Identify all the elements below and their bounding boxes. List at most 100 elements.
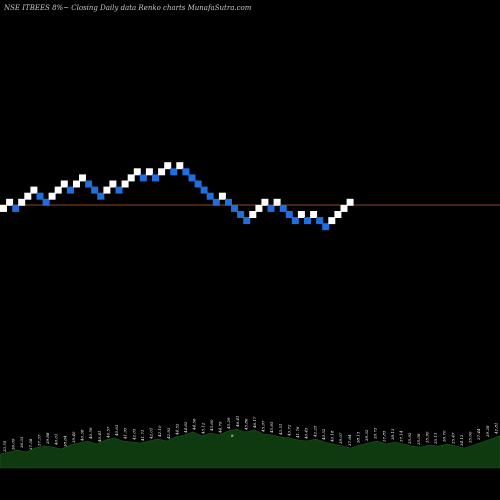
up-brick [297, 211, 305, 218]
down-brick [316, 217, 324, 225]
up-brick [121, 180, 129, 188]
up-brick [273, 198, 281, 206]
value-label: 36.33 [19, 436, 24, 448]
up-brick [24, 192, 32, 200]
value-label: 39.07 [338, 432, 343, 444]
value-label: 42.05 [131, 428, 136, 441]
value-label: 35.08 [416, 433, 421, 445]
down-brick [212, 198, 220, 206]
value-label: 39.88 [45, 432, 50, 444]
up-brick [0, 204, 7, 212]
up-brick [176, 162, 184, 170]
down-brick [225, 198, 232, 206]
value-label: 43.51 [278, 424, 283, 436]
value-label: 39.73 [373, 427, 378, 439]
value-label: 45.60 [209, 419, 214, 432]
down-brick [139, 174, 147, 182]
up-brick [158, 168, 166, 176]
up-brick [18, 198, 26, 206]
value-label: 40.59 [88, 427, 93, 440]
value-label: 42.81 [493, 423, 498, 435]
up-brick [310, 211, 318, 218]
value-label: 37.44 [476, 428, 481, 440]
up-brick [328, 217, 336, 225]
value-label: 40.38 [80, 429, 85, 442]
value-label: 35.92 [407, 432, 412, 444]
value-label: 42.10 [157, 425, 162, 438]
value-label: 44.52 [174, 423, 179, 436]
down-brick [97, 192, 105, 200]
down-brick [194, 180, 202, 188]
value-label: 46.17 [252, 416, 257, 429]
value-label: 45.12 [200, 422, 205, 435]
down-brick [91, 186, 99, 194]
value-label: 40.63 [114, 424, 119, 437]
value-label: 44.79 [218, 421, 223, 434]
up-brick [218, 192, 226, 200]
value-label: 40.57 [105, 426, 110, 439]
down-brick [66, 186, 74, 194]
down-brick [36, 192, 44, 200]
stray-mark: 8 [231, 433, 234, 438]
down-brick [200, 186, 208, 194]
up-brick [249, 211, 257, 218]
value-label: 39.40 [71, 431, 76, 443]
up-brick [109, 180, 117, 188]
value-label: 40.01 [54, 434, 59, 446]
down-brick [115, 186, 123, 194]
value-label: 33.55 [2, 440, 7, 452]
value-label: 43.72 [286, 424, 291, 437]
down-brick [42, 198, 50, 206]
down-brick [291, 217, 299, 225]
value-label: 37.37 [36, 434, 41, 446]
value-label: 34.12 [459, 434, 464, 446]
value-label: 39.28 [485, 425, 490, 437]
up-brick [103, 186, 111, 194]
up-brick [48, 192, 56, 200]
up-brick [145, 168, 153, 176]
value-label: 38.15 [355, 431, 360, 443]
up-brick [255, 204, 263, 212]
value-label: 41.76 [295, 426, 300, 439]
down-brick [243, 217, 251, 225]
down-brick [231, 204, 238, 212]
up-brick [54, 186, 62, 194]
value-label: 45.97 [261, 420, 266, 433]
down-brick [85, 180, 93, 188]
value-label: 40.41 [97, 431, 102, 443]
value-label: 46.41 [235, 416, 240, 428]
value-label: 42.01 [149, 428, 154, 440]
up-brick [73, 180, 80, 188]
value-label: 44.56 [192, 418, 197, 431]
value-label: 45.29 [226, 417, 231, 430]
down-brick [279, 204, 287, 212]
up-brick [30, 186, 38, 194]
up-brick [133, 168, 141, 176]
value-label: 37.14 [399, 430, 404, 442]
down-brick [285, 211, 293, 218]
value-label: 37.84 [347, 434, 352, 446]
value-label: 37.38 [28, 438, 33, 450]
value-label: 41.71 [140, 430, 145, 442]
value-label: 35.90 [424, 431, 429, 443]
down-brick [152, 174, 159, 182]
up-brick [346, 198, 354, 206]
value-label: 39.32 [364, 429, 369, 441]
up-brick [164, 162, 172, 170]
value-label: 38.64 [62, 435, 67, 447]
value-label: 36.09 [11, 438, 16, 450]
value-label: 37.85 [381, 430, 386, 442]
volume-area [0, 428, 500, 469]
value-label: 44.62 [183, 421, 188, 434]
value-label: 35.47 [450, 432, 455, 444]
up-brick [261, 198, 269, 206]
value-label: 41.95 [123, 427, 128, 440]
value-label: 40.18 [330, 430, 335, 443]
up-brick [340, 204, 348, 212]
value-label: 35.11 [433, 433, 438, 444]
down-brick [304, 217, 311, 225]
value-label: 45.86 [243, 418, 248, 431]
value-label: 42.93 [166, 427, 171, 440]
